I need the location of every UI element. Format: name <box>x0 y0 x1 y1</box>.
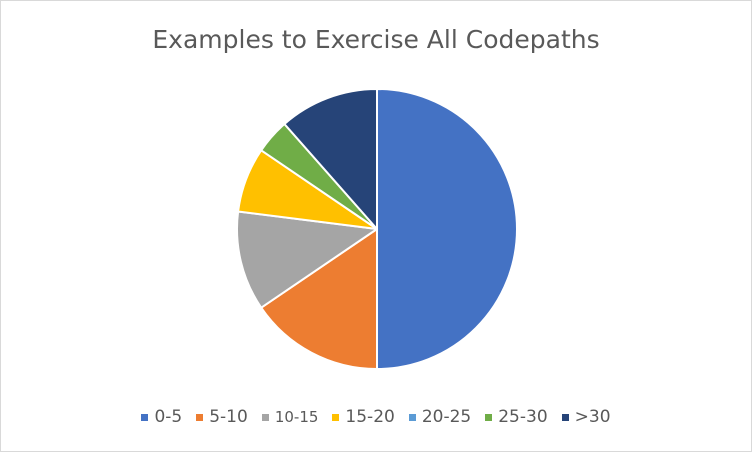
legend-item-gt30: >30 <box>562 407 611 427</box>
legend-swatch <box>409 414 416 421</box>
legend-label: 10-15 <box>275 408 319 426</box>
legend-item-20-25: 20-25 <box>409 407 471 427</box>
legend-item-0-5: 0-5 <box>141 407 182 427</box>
legend-swatch <box>332 414 339 421</box>
legend-swatch <box>485 414 492 421</box>
legend-label: 15-20 <box>345 407 394 427</box>
legend-label: >30 <box>575 407 611 427</box>
legend-label: 5-10 <box>209 407 248 427</box>
legend: 0-5 5-10 10-15 15-20 20-25 25-30 >30 <box>1 407 751 427</box>
legend-label: 0-5 <box>154 407 182 427</box>
legend-item-5-10: 5-10 <box>196 407 248 427</box>
legend-swatch <box>262 414 269 421</box>
legend-item-15-20: 15-20 <box>332 407 394 427</box>
legend-label: 20-25 <box>422 407 471 427</box>
legend-swatch <box>141 414 148 421</box>
legend-swatch <box>562 414 569 421</box>
legend-item-25-30: 25-30 <box>485 407 547 427</box>
legend-item-10-15: 10-15 <box>262 408 319 426</box>
pie-slice-0-5 <box>377 89 517 369</box>
legend-label: 25-30 <box>498 407 547 427</box>
legend-swatch <box>196 414 203 421</box>
